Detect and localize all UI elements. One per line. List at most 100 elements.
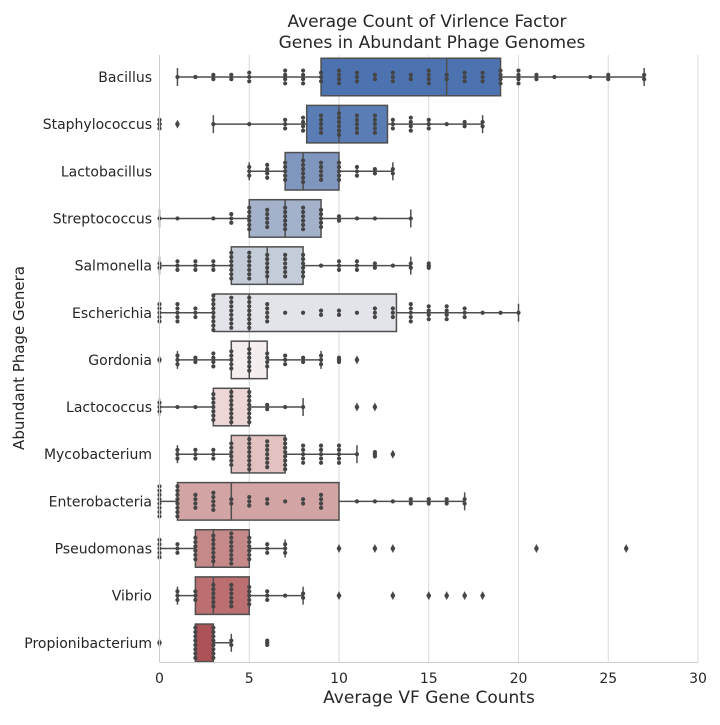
- swarm-point-escherichia: [247, 317, 252, 322]
- swarm-point-streptococcus: [247, 227, 252, 232]
- swarm-point-lactococcus: [211, 409, 216, 414]
- swarm-point-lactobacillus: [283, 177, 288, 182]
- swarm-point-staphylococcus: [175, 122, 180, 127]
- swarm-point-staphylococcus: [336, 128, 342, 133]
- swarm-point-enterobacteria: [265, 501, 270, 506]
- swarm-point-mycobacterium: [336, 447, 342, 452]
- swarm-point-escherichia: [247, 299, 252, 305]
- swarm-point-mycobacterium: [318, 443, 324, 448]
- swarm-point-escherichia: [211, 314, 216, 320]
- swarm-point-escherichia: [480, 310, 485, 315]
- swarm-point-enterobacteria: [193, 501, 198, 506]
- swarm-point-bacillus: [408, 72, 413, 77]
- y-tick-label-salmonella: Salmonella: [75, 259, 152, 275]
- swarm-point-salmonella: [354, 267, 360, 272]
- swarm-point-pseudomonas: [211, 537, 216, 543]
- swarm-point-bacillus: [444, 77, 449, 82]
- swarm-point-staphylococcus: [318, 122, 324, 127]
- swarm-point-escherichia: [193, 310, 198, 315]
- y-tick-label-pseudomonas: Pseudomonas: [55, 542, 152, 558]
- swarm-point-salmonella: [426, 261, 431, 266]
- swarm-point-gordonia: [247, 355, 252, 360]
- swarm-point-mycobacterium: [318, 447, 324, 452]
- swarm-point-gordonia: [318, 357, 324, 362]
- swarm-point-enterobacteria: [247, 494, 252, 500]
- y-tick-label-lactobacillus: Lactobacillus: [61, 164, 152, 180]
- swarm-point-vibrio: [211, 591, 216, 596]
- axis-layer: [159, 55, 698, 663]
- swarm-point-enterobacteria: [408, 501, 413, 506]
- swarm-point-lactococcus: [265, 407, 270, 412]
- swarm-point-bacillus: [408, 77, 413, 82]
- swarm-point-gordonia: [211, 355, 216, 360]
- swarm-point-mycobacterium: [193, 447, 198, 452]
- swarm-point-escherichia: [229, 325, 234, 330]
- swarm-point-lactobacillus: [247, 173, 252, 178]
- swarm-point-lactobacillus: [283, 160, 288, 165]
- swarm-point-lactococcus: [229, 389, 234, 395]
- iqr-box-pseudomonas: [194, 529, 250, 568]
- box-lactobacillus: [248, 151, 394, 191]
- swarm-point-enterobacteria: [318, 492, 324, 497]
- swarm-point-streptococcus: [247, 222, 252, 227]
- swarm-point-staphylococcus: [372, 117, 377, 122]
- swarm-escherichia: [157, 293, 521, 333]
- swarm-point-escherichia: [229, 308, 234, 313]
- swarm-point-gordonia: [175, 353, 180, 358]
- swarm-point-lactobacillus: [247, 169, 252, 174]
- swarm-point-enterobacteria: [372, 499, 377, 504]
- swarm-point-mycobacterium: [318, 456, 324, 461]
- swarm-point-mycobacterium: [301, 460, 306, 465]
- swarm-point-bacillus: [318, 79, 324, 84]
- swarm-point-escherichia: [336, 312, 342, 317]
- swarm-point-escherichia: [211, 310, 216, 315]
- swarm-point-lactobacillus: [301, 167, 306, 172]
- swarm-point-bacillus: [516, 68, 521, 73]
- swarm-point-streptococcus: [211, 216, 216, 221]
- swarm-point-gordonia: [193, 359, 198, 365]
- swarm-point-bacillus: [247, 74, 252, 80]
- swarm-point-bacillus: [606, 72, 611, 77]
- swarm-point-lactobacillus: [390, 167, 395, 172]
- swarm-point-salmonella: [283, 252, 288, 257]
- swarm-point-pseudomonas: [175, 550, 180, 555]
- swarm-point-propionibacterium: [211, 655, 216, 660]
- swarm-point-bacillus: [516, 81, 521, 86]
- swarm-point-lactococcus: [175, 404, 180, 410]
- swarm-point-mycobacterium: [247, 467, 252, 472]
- swarm-point-lactococcus: [247, 415, 252, 420]
- swarm-point-pseudomonas: [211, 559, 216, 564]
- swarm-point-escherichia: [516, 310, 521, 315]
- swarm-bacillus: [175, 68, 647, 86]
- swarm-point-vibrio: [211, 604, 216, 609]
- swarm-point-salmonella: [175, 259, 180, 264]
- swarm-point-staphylococcus: [336, 124, 342, 129]
- x-tick-label-25: 25: [599, 671, 617, 687]
- swarm-point-gordonia: [247, 364, 252, 369]
- swarm-point-pseudomonas: [372, 546, 377, 551]
- swarm-point-mycobacterium: [247, 462, 252, 468]
- swarm-point-vibrio: [301, 595, 306, 600]
- swarm-point-propionibacterium: [211, 638, 216, 643]
- swarm-point-lactobacillus: [247, 164, 252, 170]
- swarm-point-bacillus: [480, 74, 485, 80]
- swarm-point-escherichia: [265, 302, 270, 307]
- iqr-box-bacillus: [320, 57, 502, 97]
- swarm-point-propionibacterium: [229, 642, 234, 648]
- swarm-point-pseudomonas: [211, 546, 216, 551]
- swarm-point-streptococcus: [229, 220, 234, 225]
- swarm-enterobacteria: [157, 484, 467, 519]
- swarm-point-mycobacterium: [301, 443, 306, 448]
- y-axis-label: Abundant Phage Genera: [10, 266, 28, 450]
- swarm-point-pseudomonas: [229, 531, 234, 536]
- swarm-point-propionibacterium: [193, 634, 198, 639]
- swarm-point-escherichia: [408, 306, 413, 311]
- swarm-point-staphylococcus: [426, 122, 431, 127]
- swarm-point-streptococcus: [247, 205, 252, 210]
- swarm-lactococcus: [157, 389, 377, 425]
- swarm-point-pseudomonas: [229, 539, 234, 545]
- swarm-point-gordonia: [193, 355, 198, 360]
- swarm-point-lactobacillus: [336, 164, 342, 170]
- swarm-point-escherichia: [444, 308, 449, 313]
